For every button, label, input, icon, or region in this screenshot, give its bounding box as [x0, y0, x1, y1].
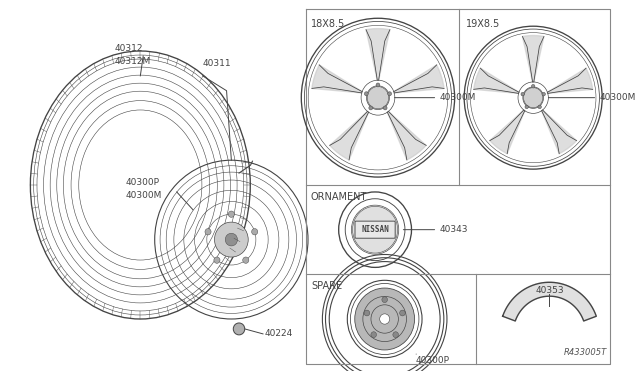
Circle shape	[521, 92, 524, 96]
Text: 40343: 40343	[439, 225, 468, 234]
Circle shape	[214, 257, 220, 263]
Circle shape	[214, 222, 248, 257]
Circle shape	[364, 310, 370, 316]
Circle shape	[252, 228, 258, 235]
Text: 18X8.5: 18X8.5	[311, 19, 345, 29]
Circle shape	[228, 211, 234, 217]
Circle shape	[399, 310, 405, 316]
Polygon shape	[312, 65, 362, 93]
Text: ORNAMENT: ORNAMENT	[311, 192, 367, 202]
Text: 40224: 40224	[265, 329, 293, 339]
Polygon shape	[522, 35, 544, 82]
Text: 40300P: 40300P	[415, 356, 449, 365]
Text: R433005T: R433005T	[564, 348, 607, 357]
Circle shape	[353, 206, 397, 253]
Circle shape	[367, 87, 388, 109]
Circle shape	[371, 332, 376, 337]
Circle shape	[382, 297, 387, 302]
Circle shape	[525, 105, 529, 109]
Polygon shape	[366, 29, 390, 80]
Circle shape	[393, 332, 399, 337]
Polygon shape	[394, 65, 444, 93]
Circle shape	[380, 314, 390, 324]
Text: NISSAN: NISSAN	[361, 225, 389, 234]
Circle shape	[369, 106, 372, 110]
Polygon shape	[387, 111, 426, 160]
Circle shape	[388, 92, 392, 96]
Text: 40312: 40312	[115, 44, 143, 53]
Text: 40300M: 40300M	[439, 93, 476, 102]
Polygon shape	[474, 68, 519, 93]
Circle shape	[355, 288, 415, 350]
FancyBboxPatch shape	[355, 221, 395, 238]
Circle shape	[205, 228, 211, 235]
Circle shape	[364, 92, 368, 96]
Circle shape	[233, 323, 244, 335]
Polygon shape	[490, 110, 525, 154]
Circle shape	[243, 257, 249, 263]
Text: 40312M: 40312M	[115, 57, 150, 66]
Polygon shape	[547, 68, 593, 93]
Polygon shape	[502, 282, 596, 321]
Circle shape	[376, 83, 380, 87]
Text: SPARE: SPARE	[311, 281, 342, 291]
Text: 40300M: 40300M	[126, 191, 163, 200]
Text: 40300P: 40300P	[126, 178, 160, 187]
Text: 40353: 40353	[535, 286, 564, 295]
Circle shape	[383, 106, 387, 110]
Text: 19X8.5: 19X8.5	[466, 19, 500, 29]
Circle shape	[531, 84, 535, 88]
Text: 40311: 40311	[203, 59, 231, 68]
Polygon shape	[330, 111, 369, 160]
Text: 40300M: 40300M	[599, 93, 636, 102]
Polygon shape	[541, 110, 577, 154]
Circle shape	[524, 88, 543, 108]
Circle shape	[225, 233, 237, 246]
Circle shape	[542, 92, 545, 96]
Circle shape	[538, 105, 541, 109]
